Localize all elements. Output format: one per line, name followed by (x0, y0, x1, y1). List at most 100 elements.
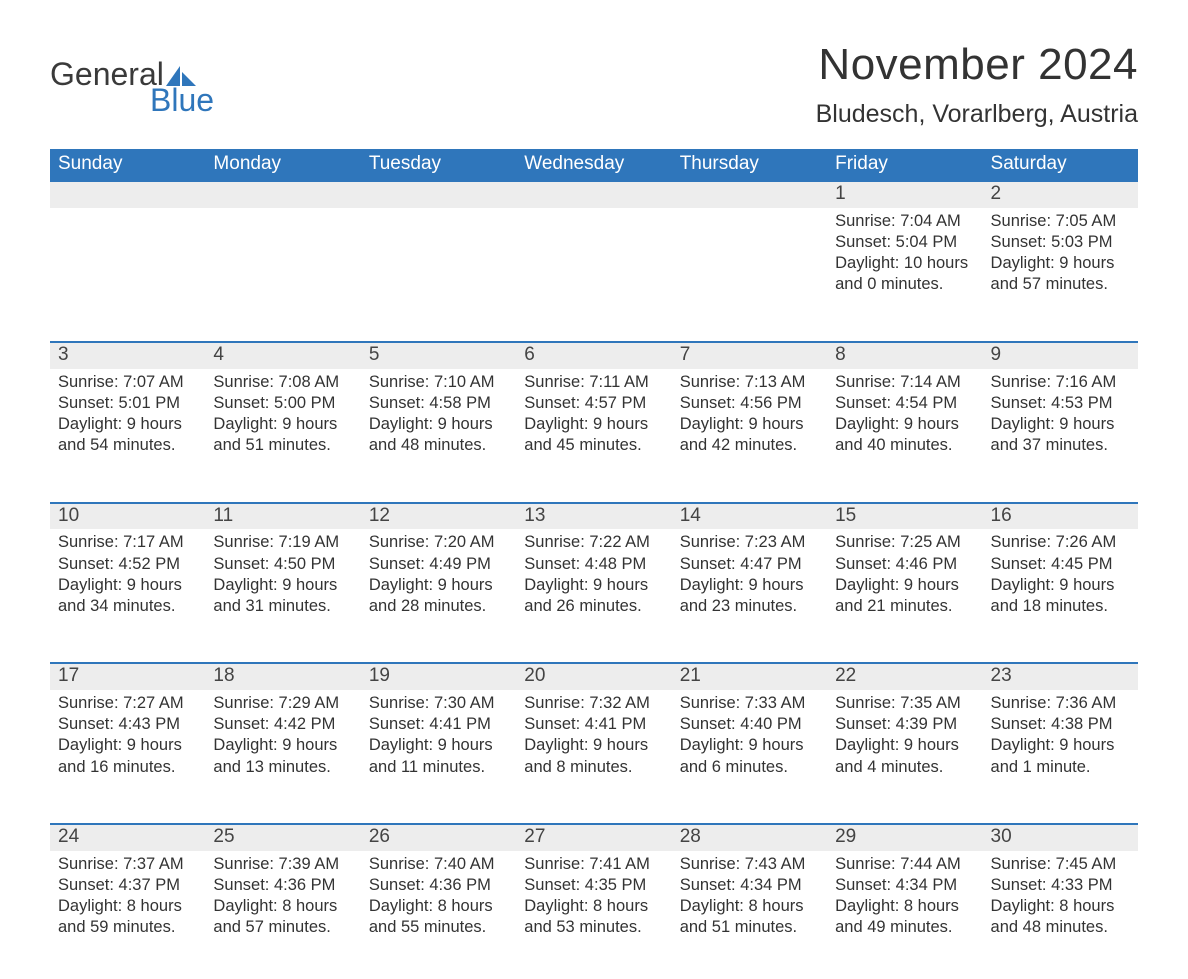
day-body-cell: Sunrise: 7:30 AMSunset: 4:41 PMDaylight:… (361, 690, 516, 818)
week-daynum-row: 3456789 (50, 342, 1138, 369)
day-body-cell: Sunrise: 7:11 AMSunset: 4:57 PMDaylight:… (516, 369, 671, 497)
day-body: Sunrise: 7:19 AMSunset: 4:50 PMDaylight:… (205, 529, 360, 616)
day-number: 11 (205, 504, 360, 530)
day-number-cell: 28 (672, 824, 827, 851)
day-body: Sunrise: 7:17 AMSunset: 4:52 PMDaylight:… (50, 529, 205, 616)
day-number: 22 (827, 664, 982, 690)
weekday-header: Tuesday (361, 149, 516, 181)
day-number-cell: 21 (672, 663, 827, 690)
day-number-cell: 19 (361, 663, 516, 690)
day-number-cell: 27 (516, 824, 671, 851)
day-number: 25 (205, 825, 360, 851)
day-body: Sunrise: 7:43 AMSunset: 4:34 PMDaylight:… (672, 851, 827, 938)
weekday-header-row: SundayMondayTuesdayWednesdayThursdayFrid… (50, 149, 1138, 181)
day-number: 6 (516, 343, 671, 369)
empty-day-cell (50, 208, 205, 336)
empty-day-cell (672, 208, 827, 336)
week-body-row: Sunrise: 7:07 AMSunset: 5:01 PMDaylight:… (50, 369, 1138, 497)
day-body: Sunrise: 7:14 AMSunset: 4:54 PMDaylight:… (827, 369, 982, 456)
day-body-cell: Sunrise: 7:36 AMSunset: 4:38 PMDaylight:… (983, 690, 1138, 818)
day-body: Sunrise: 7:37 AMSunset: 4:37 PMDaylight:… (50, 851, 205, 938)
day-body: Sunrise: 7:41 AMSunset: 4:35 PMDaylight:… (516, 851, 671, 938)
day-body-cell: Sunrise: 7:17 AMSunset: 4:52 PMDaylight:… (50, 529, 205, 657)
day-body: Sunrise: 7:05 AMSunset: 5:03 PMDaylight:… (983, 208, 1138, 295)
day-body-cell: Sunrise: 7:40 AMSunset: 4:36 PMDaylight:… (361, 851, 516, 979)
day-body-cell: Sunrise: 7:13 AMSunset: 4:56 PMDaylight:… (672, 369, 827, 497)
week-daynum-row: 17181920212223 (50, 663, 1138, 690)
day-number: 20 (516, 664, 671, 690)
week-daynum-row: 10111213141516 (50, 503, 1138, 530)
day-number: 16 (983, 504, 1138, 530)
empty-day-cell (516, 181, 671, 208)
day-number: 8 (827, 343, 982, 369)
day-number-cell: 9 (983, 342, 1138, 369)
day-number: 12 (361, 504, 516, 530)
empty-day-cell (672, 181, 827, 208)
day-body-cell: Sunrise: 7:44 AMSunset: 4:34 PMDaylight:… (827, 851, 982, 979)
day-body: Sunrise: 7:23 AMSunset: 4:47 PMDaylight:… (672, 529, 827, 616)
day-body: Sunrise: 7:40 AMSunset: 4:36 PMDaylight:… (361, 851, 516, 938)
week-body-row: Sunrise: 7:17 AMSunset: 4:52 PMDaylight:… (50, 529, 1138, 657)
week-body-row: Sunrise: 7:27 AMSunset: 4:43 PMDaylight:… (50, 690, 1138, 818)
day-body-cell: Sunrise: 7:22 AMSunset: 4:48 PMDaylight:… (516, 529, 671, 657)
day-body-cell: Sunrise: 7:27 AMSunset: 4:43 PMDaylight:… (50, 690, 205, 818)
day-number-cell: 17 (50, 663, 205, 690)
day-body: Sunrise: 7:32 AMSunset: 4:41 PMDaylight:… (516, 690, 671, 777)
weekday-header: Wednesday (516, 149, 671, 181)
day-number: 24 (50, 825, 205, 851)
day-number-cell: 18 (205, 663, 360, 690)
day-number: 17 (50, 664, 205, 690)
day-body-cell: Sunrise: 7:10 AMSunset: 4:58 PMDaylight:… (361, 369, 516, 497)
weekday-header: Friday (827, 149, 982, 181)
day-body: Sunrise: 7:04 AMSunset: 5:04 PMDaylight:… (827, 208, 982, 295)
day-number: 18 (205, 664, 360, 690)
day-number: 23 (983, 664, 1138, 690)
day-body-cell: Sunrise: 7:37 AMSunset: 4:37 PMDaylight:… (50, 851, 205, 979)
week-body-row: Sunrise: 7:04 AMSunset: 5:04 PMDaylight:… (50, 208, 1138, 336)
day-body: Sunrise: 7:13 AMSunset: 4:56 PMDaylight:… (672, 369, 827, 456)
day-body: Sunrise: 7:44 AMSunset: 4:34 PMDaylight:… (827, 851, 982, 938)
day-body-cell: Sunrise: 7:04 AMSunset: 5:04 PMDaylight:… (827, 208, 982, 336)
day-body: Sunrise: 7:36 AMSunset: 4:38 PMDaylight:… (983, 690, 1138, 777)
day-number-cell: 10 (50, 503, 205, 530)
day-number: 14 (672, 504, 827, 530)
empty-day-cell (205, 181, 360, 208)
day-body: Sunrise: 7:11 AMSunset: 4:57 PMDaylight:… (516, 369, 671, 456)
day-number: 10 (50, 504, 205, 530)
day-body-cell: Sunrise: 7:39 AMSunset: 4:36 PMDaylight:… (205, 851, 360, 979)
day-number: 5 (361, 343, 516, 369)
day-number: 21 (672, 664, 827, 690)
day-body-cell: Sunrise: 7:32 AMSunset: 4:41 PMDaylight:… (516, 690, 671, 818)
day-number-cell: 4 (205, 342, 360, 369)
day-body-cell: Sunrise: 7:14 AMSunset: 4:54 PMDaylight:… (827, 369, 982, 497)
day-number-cell: 23 (983, 663, 1138, 690)
day-number-cell: 7 (672, 342, 827, 369)
day-number: 30 (983, 825, 1138, 851)
day-body-cell: Sunrise: 7:33 AMSunset: 4:40 PMDaylight:… (672, 690, 827, 818)
day-number-cell: 8 (827, 342, 982, 369)
day-body: Sunrise: 7:07 AMSunset: 5:01 PMDaylight:… (50, 369, 205, 456)
day-body: Sunrise: 7:10 AMSunset: 4:58 PMDaylight:… (361, 369, 516, 456)
day-body-cell: Sunrise: 7:26 AMSunset: 4:45 PMDaylight:… (983, 529, 1138, 657)
day-body-cell: Sunrise: 7:08 AMSunset: 5:00 PMDaylight:… (205, 369, 360, 497)
logo: General Blue (50, 40, 214, 116)
day-body-cell: Sunrise: 7:20 AMSunset: 4:49 PMDaylight:… (361, 529, 516, 657)
day-number-cell: 26 (361, 824, 516, 851)
location: Bludesch, Vorarlberg, Austria (816, 100, 1138, 129)
title-block: November 2024 Bludesch, Vorarlberg, Aust… (816, 40, 1138, 143)
day-number-cell: 22 (827, 663, 982, 690)
day-number-cell: 5 (361, 342, 516, 369)
day-body: Sunrise: 7:25 AMSunset: 4:46 PMDaylight:… (827, 529, 982, 616)
day-number: 29 (827, 825, 982, 851)
weekday-header: Thursday (672, 149, 827, 181)
empty-day-cell (205, 208, 360, 336)
empty-day-cell (361, 181, 516, 208)
day-number-cell: 11 (205, 503, 360, 530)
weekday-header: Sunday (50, 149, 205, 181)
weekday-header: Saturday (983, 149, 1138, 181)
day-body: Sunrise: 7:26 AMSunset: 4:45 PMDaylight:… (983, 529, 1138, 616)
day-body-cell: Sunrise: 7:41 AMSunset: 4:35 PMDaylight:… (516, 851, 671, 979)
day-body-cell: Sunrise: 7:19 AMSunset: 4:50 PMDaylight:… (205, 529, 360, 657)
calendar-table: SundayMondayTuesdayWednesdayThursdayFrid… (50, 149, 1138, 979)
day-number: 26 (361, 825, 516, 851)
